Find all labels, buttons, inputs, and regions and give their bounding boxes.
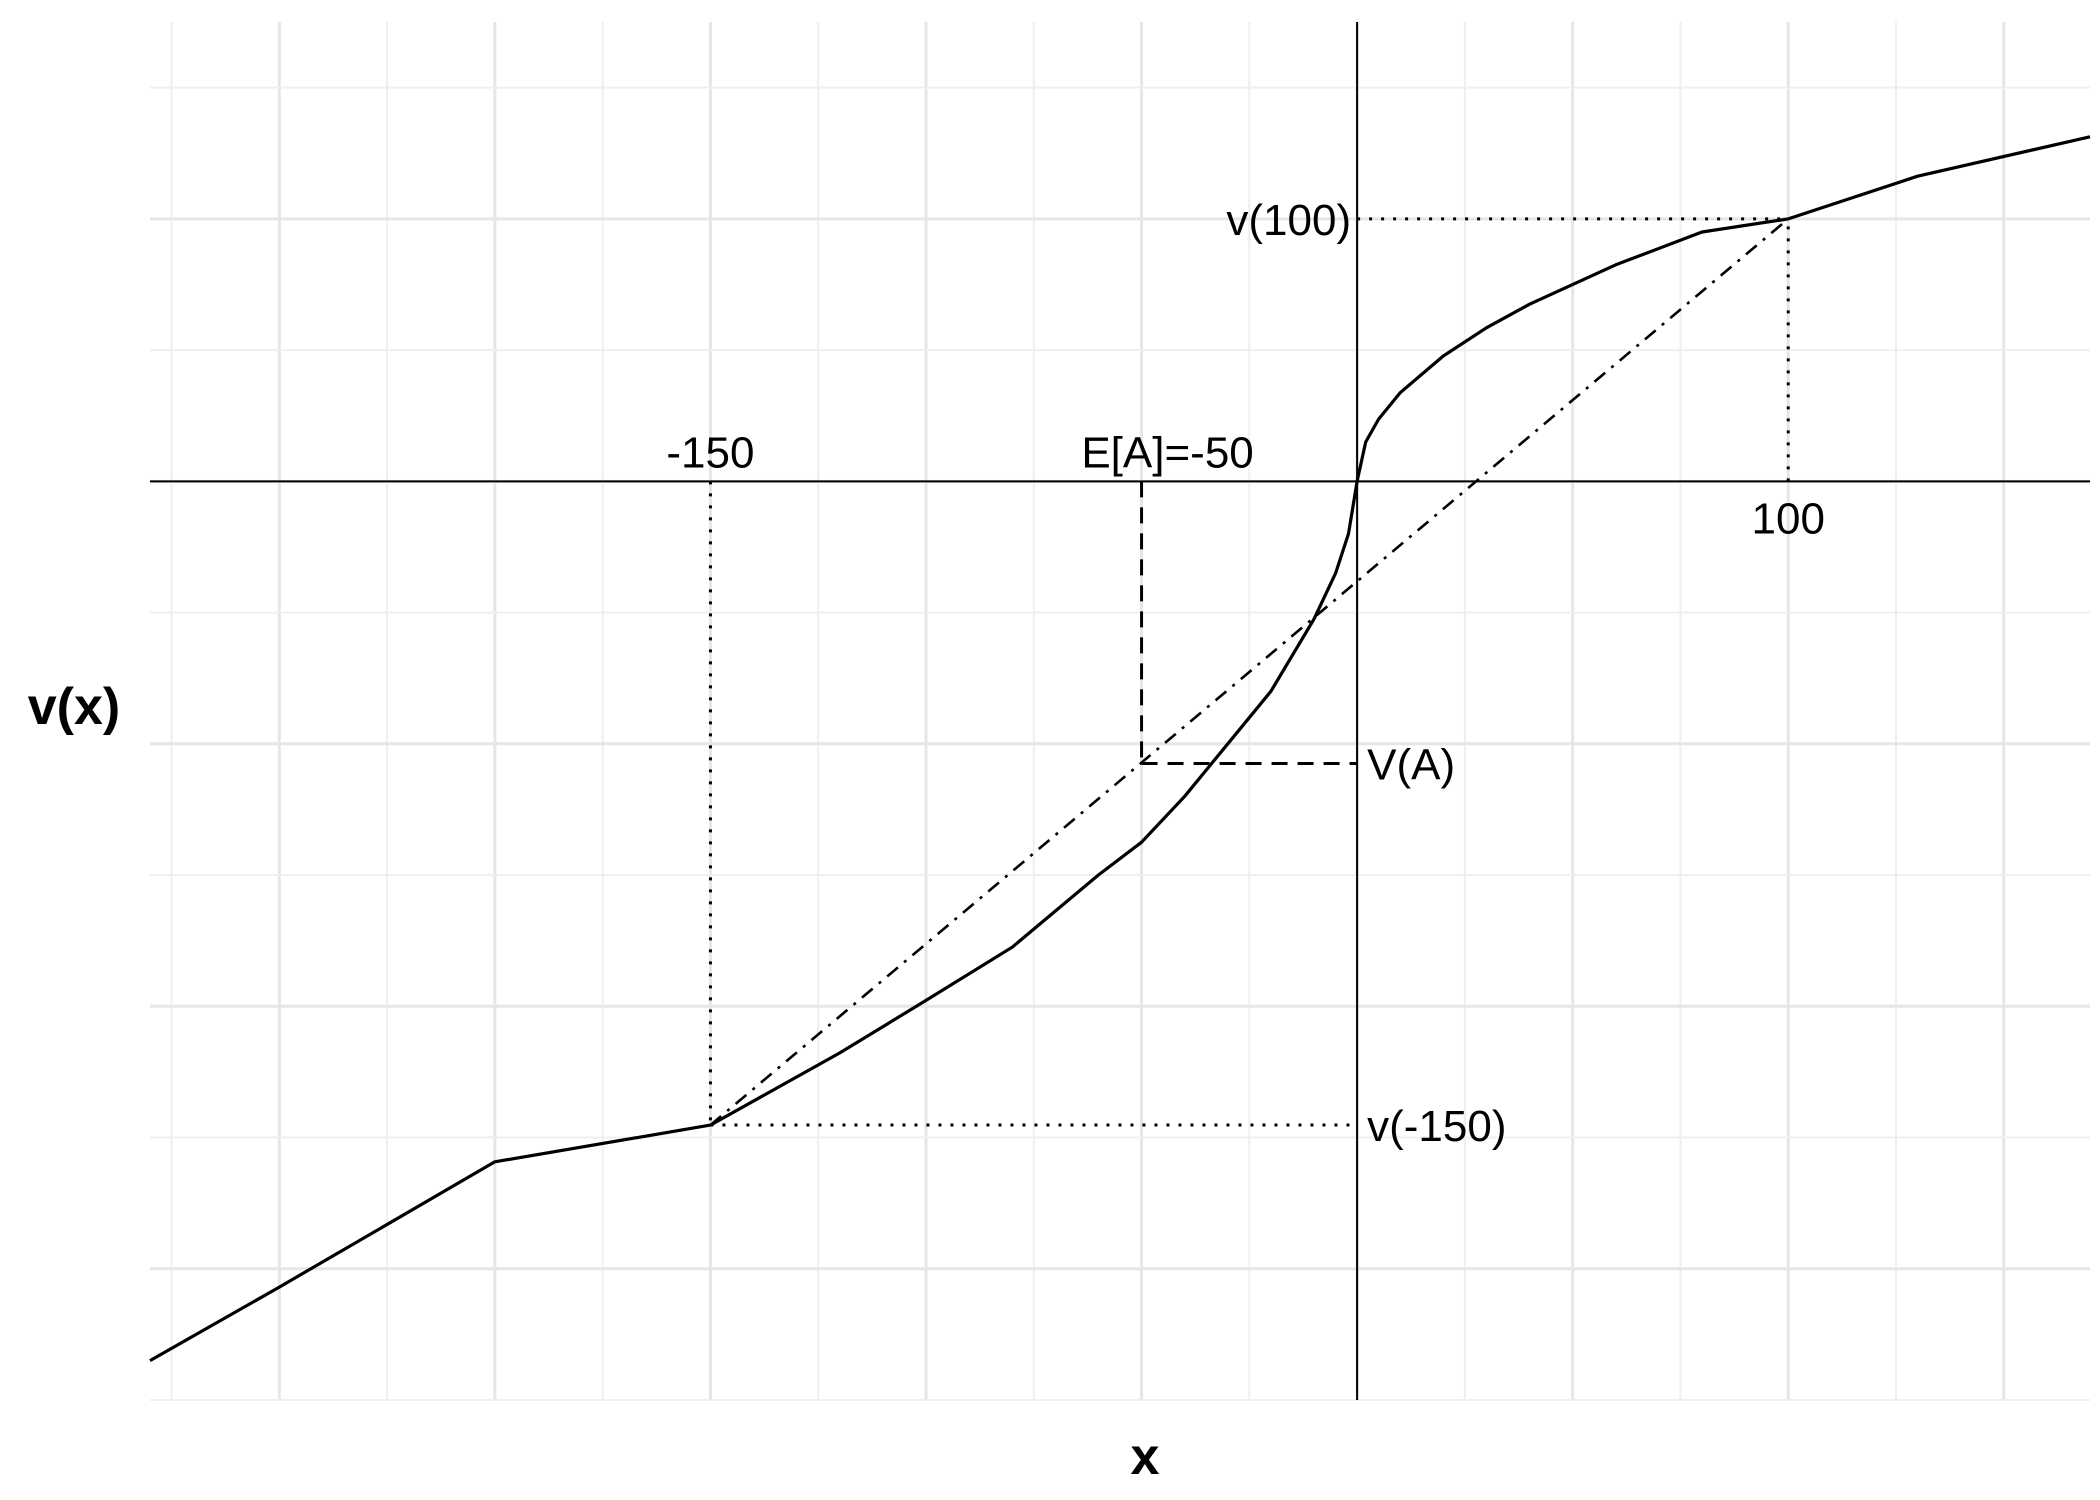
annotation-label: 100 [1752, 494, 1825, 543]
series-group [149, 135, 2091, 1362]
axes [150, 22, 2090, 1400]
annotation-label: v(-150) [1367, 1102, 1506, 1151]
annotation-labels: -150 E[A]=-50 100 v(100) V(A) v(-150) [666, 196, 1825, 1151]
x-axis-label: x [1131, 1428, 1160, 1486]
annotation-label: -150 [666, 428, 754, 477]
expected-value-chord [709, 217, 1790, 1127]
y-axis-label: v(x) [28, 678, 120, 736]
annotation-label: V(A) [1367, 740, 1455, 789]
guide-lines [708, 217, 1790, 1127]
annotation-label: v(100) [1226, 196, 1351, 245]
annotation-label: E[A]=-50 [1081, 428, 1253, 477]
value-function-curve [149, 135, 2091, 1362]
